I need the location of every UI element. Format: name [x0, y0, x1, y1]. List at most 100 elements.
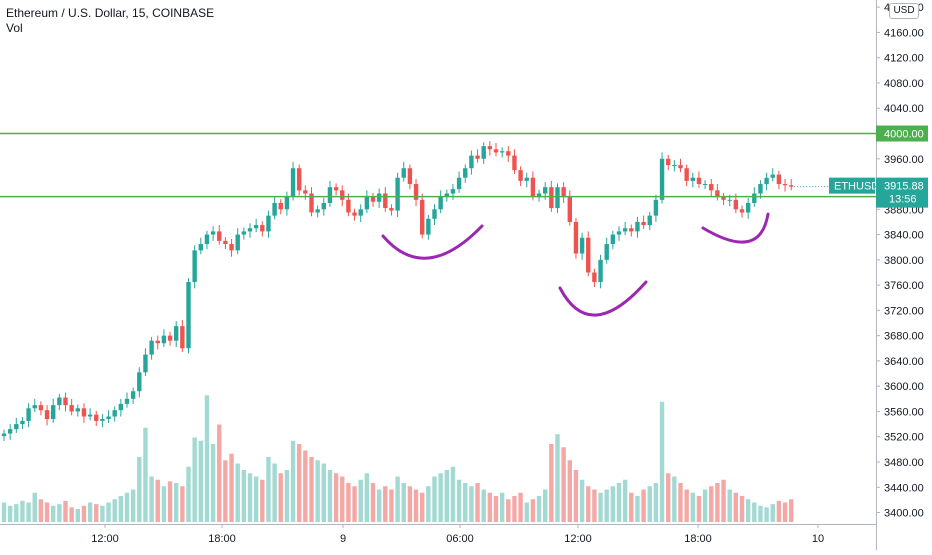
candle	[75, 408, 80, 412]
volume-bar	[7, 505, 13, 522]
candle	[137, 372, 142, 392]
candle	[401, 168, 406, 178]
volume-bar	[456, 479, 462, 522]
x-tick-label: 9	[340, 533, 346, 545]
candle	[321, 202, 326, 210]
candle	[407, 168, 413, 185]
candle	[493, 149, 499, 153]
volume-bar	[94, 504, 99, 522]
volume-bar	[696, 496, 702, 522]
volume-bar	[174, 483, 179, 522]
head-curve[interactable]	[558, 280, 648, 317]
candle	[567, 196, 572, 222]
volume-bar	[290, 440, 296, 522]
candle	[44, 410, 50, 420]
candle	[309, 193, 314, 213]
volume-bar	[327, 470, 333, 522]
candle	[38, 405, 44, 411]
volume-bar	[592, 489, 597, 522]
y-tick-label: 3640.00	[884, 356, 924, 368]
y-tick-label: 3520.00	[884, 432, 924, 444]
candle	[518, 170, 523, 181]
volume-indicator-label: Vol	[6, 21, 23, 35]
volume-bar	[659, 401, 665, 522]
left-shoulder-curve[interactable]	[381, 224, 484, 260]
volume-bar	[573, 470, 579, 522]
candle	[376, 193, 382, 202]
level-label: 4000.00	[884, 129, 924, 141]
candle	[739, 209, 745, 213]
candle	[432, 209, 437, 219]
candle	[592, 272, 597, 282]
candle	[702, 184, 708, 186]
volume-bar	[530, 499, 536, 522]
symbol-label: ETHUSD	[834, 181, 879, 193]
volume-bar	[653, 483, 659, 522]
volume-bar	[223, 460, 228, 522]
candle	[770, 174, 775, 178]
candle	[413, 184, 419, 200]
candle	[635, 221, 640, 232]
volume-bar	[684, 489, 689, 522]
candle	[204, 234, 210, 245]
candle	[278, 202, 283, 210]
candle	[758, 184, 763, 194]
volume-bar	[690, 492, 695, 522]
volume-bar	[481, 489, 486, 522]
volume-bar	[518, 492, 523, 522]
volume-bar	[702, 489, 708, 522]
y-tick-label: 3800.00	[884, 255, 924, 267]
last-price-bg	[876, 177, 928, 208]
volume-bar	[44, 502, 50, 522]
candle	[383, 193, 388, 209]
candle	[161, 335, 167, 344]
volume-bar	[463, 483, 468, 522]
volume-bar	[130, 489, 136, 522]
volume-bar	[789, 499, 794, 522]
volume-bar	[561, 447, 566, 522]
candle	[26, 408, 31, 421]
volume-bar	[198, 440, 203, 522]
candle	[63, 397, 68, 406]
candle	[696, 177, 702, 185]
volume-bar	[413, 489, 419, 522]
volume-bar	[333, 473, 339, 522]
x-tick-label: 10	[812, 533, 824, 545]
volume-bar	[303, 450, 308, 522]
volume-bar	[253, 476, 259, 522]
currency-button[interactable]: USD	[889, 3, 919, 19]
volume-bar	[586, 486, 591, 522]
volume-bar	[100, 505, 105, 522]
volume-bar	[444, 470, 449, 522]
volume-bar	[155, 479, 160, 522]
volume-bar	[20, 500, 25, 522]
volume-bar	[579, 479, 585, 522]
candle	[555, 187, 560, 209]
volume-bar	[598, 492, 603, 522]
volume-bar	[395, 476, 400, 522]
volume-bar	[241, 470, 247, 522]
volume-bar	[475, 483, 480, 522]
candle	[438, 196, 443, 210]
candle	[260, 225, 265, 232]
volume-bar	[358, 479, 363, 522]
candle	[475, 155, 480, 159]
volume-bar	[506, 499, 511, 522]
candle	[678, 165, 683, 169]
candle	[333, 187, 339, 191]
candle	[444, 193, 449, 197]
candle	[684, 168, 689, 181]
volume-bar	[75, 509, 80, 522]
right-shoulder-curve[interactable]	[701, 212, 770, 244]
volume-bar	[610, 486, 616, 522]
volume-bar	[469, 486, 474, 522]
candle	[530, 177, 536, 197]
candle	[364, 196, 370, 210]
volume-bar	[487, 492, 493, 522]
y-tick-label: 3440.00	[884, 482, 924, 494]
volume-bar	[549, 444, 554, 522]
volume-bar	[137, 457, 142, 522]
candle	[223, 240, 228, 245]
